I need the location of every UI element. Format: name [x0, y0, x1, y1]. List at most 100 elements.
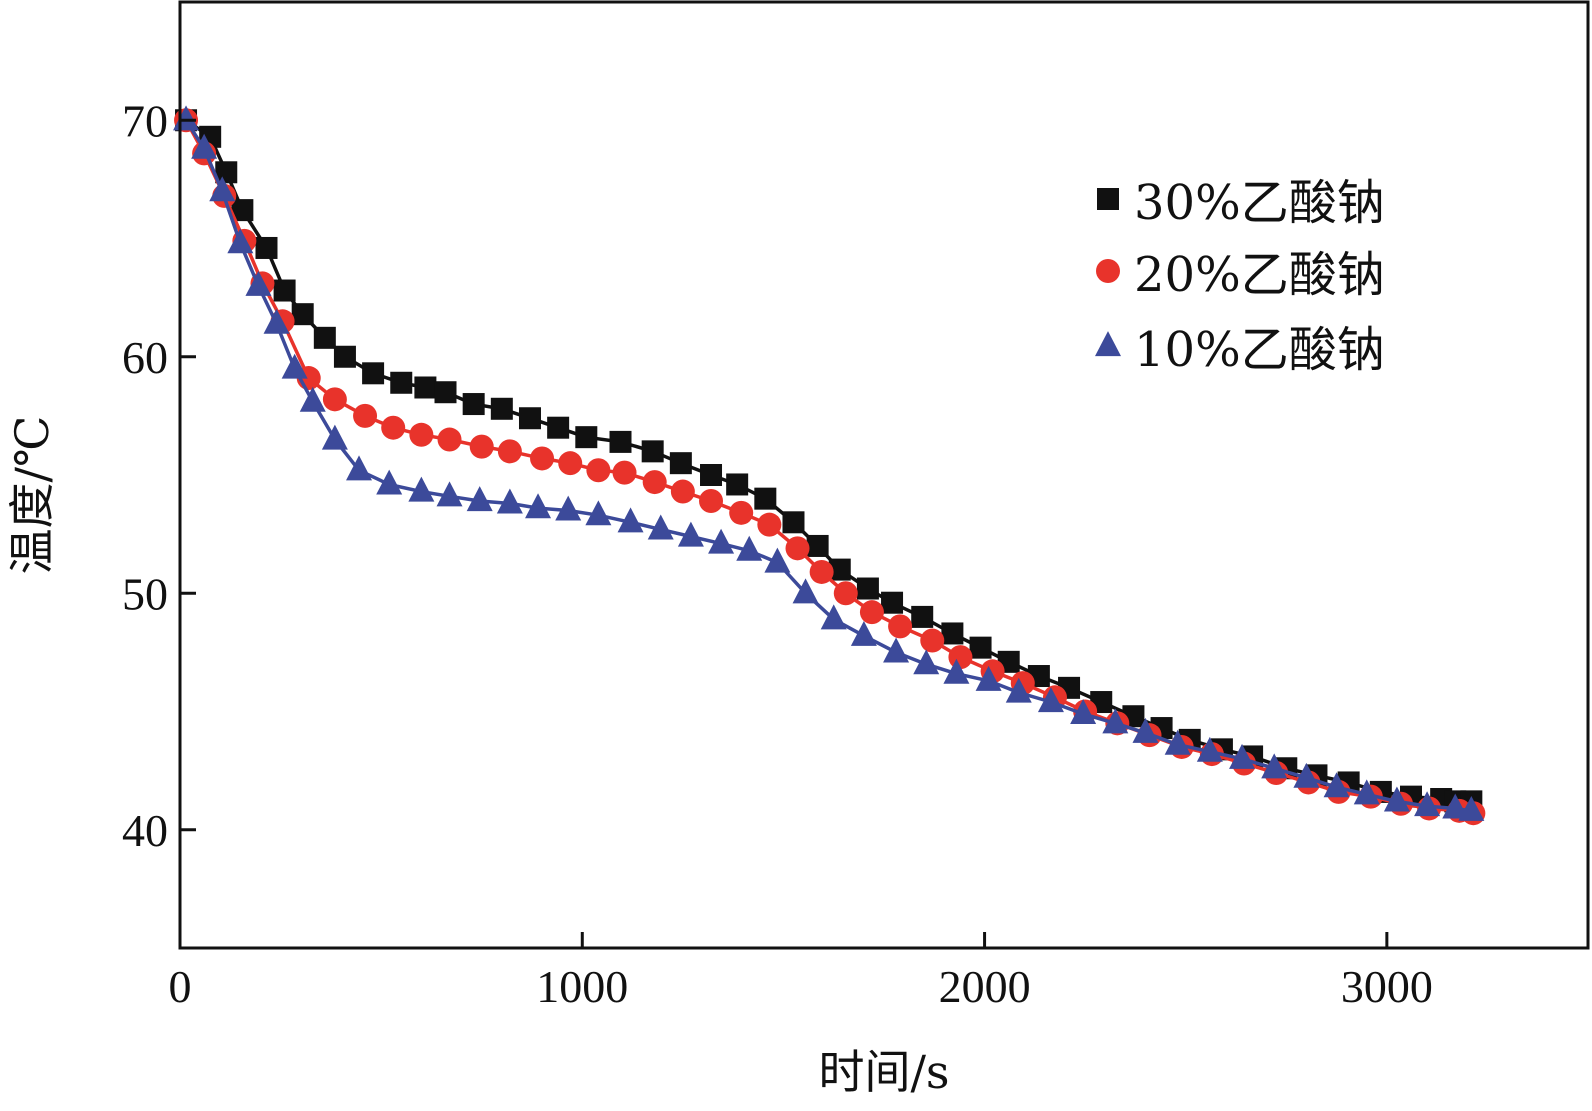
data-point — [1005, 677, 1032, 703]
data-point — [1414, 791, 1441, 817]
y-axis-title: 温度/℃ — [5, 416, 59, 575]
data-point — [525, 493, 552, 519]
data-point — [913, 649, 940, 675]
data-point — [434, 381, 457, 404]
data-point — [1229, 743, 1256, 769]
data-point — [353, 403, 378, 428]
data-point — [677, 521, 704, 547]
data-point — [281, 353, 308, 379]
y-tick-label: 40 — [122, 805, 168, 856]
data-point — [381, 415, 406, 440]
x-tick-label: 2000 — [939, 961, 1031, 1012]
data-point — [948, 645, 973, 670]
data-point — [585, 500, 612, 526]
data-point — [785, 536, 810, 561]
data-point — [1383, 786, 1410, 812]
legend-marker — [1095, 331, 1121, 357]
data-point — [1442, 793, 1469, 819]
data-point — [245, 270, 272, 296]
data-point — [1293, 762, 1320, 788]
x-tick-label: 0 — [169, 961, 192, 1012]
data-point — [376, 469, 403, 495]
data-point — [881, 591, 904, 614]
data-point — [820, 604, 847, 630]
data-point — [586, 458, 611, 483]
data-point — [609, 430, 632, 453]
legend-item: 10%乙酸钠 — [1095, 322, 1385, 378]
data-point — [346, 455, 373, 481]
data-point — [255, 236, 278, 259]
data-point — [409, 422, 434, 447]
data-point — [273, 279, 296, 302]
data-point — [227, 228, 254, 254]
data-point — [699, 489, 724, 514]
data-point — [647, 514, 674, 540]
data-point — [833, 581, 858, 606]
legend-item: 20%乙酸钠 — [1096, 247, 1385, 303]
y-tick-label: 50 — [122, 568, 168, 619]
data-point — [757, 512, 782, 537]
data-point — [911, 605, 934, 628]
data-point — [726, 473, 749, 496]
data-point — [708, 528, 735, 554]
data-point — [975, 665, 1002, 691]
data-point — [466, 486, 493, 512]
data-point — [850, 620, 877, 646]
legend: 30%乙酸钠 20%乙酸钠 10%乙酸钠 — [1095, 175, 1385, 378]
data-point — [263, 308, 290, 334]
data-point — [888, 614, 913, 639]
data-point — [322, 387, 347, 412]
x-tick-label: 1000 — [536, 961, 628, 1012]
data-point — [859, 600, 884, 625]
data-point — [291, 303, 314, 326]
data-point — [215, 161, 238, 184]
legend-marker — [1096, 259, 1120, 283]
data-point — [1102, 708, 1129, 734]
data-point — [1132, 717, 1159, 743]
data-point — [469, 434, 494, 459]
data-point — [1070, 698, 1097, 724]
data-point — [809, 559, 834, 584]
data-point — [575, 426, 598, 449]
data-point — [191, 133, 218, 159]
data-point — [1353, 779, 1380, 805]
data-point — [670, 479, 695, 504]
data-point — [617, 507, 644, 533]
data-point — [1037, 687, 1064, 713]
data-point — [941, 622, 964, 645]
data-point — [333, 345, 356, 368]
x-tick-label: 3000 — [1341, 961, 1433, 1012]
data-point — [437, 427, 462, 452]
data-point — [1164, 729, 1191, 755]
data-point — [642, 470, 667, 495]
x-axis-title: 时间/s — [818, 1045, 949, 1099]
data-point — [792, 578, 819, 604]
data-point — [828, 558, 851, 581]
data-point — [299, 386, 326, 412]
data-point — [490, 397, 513, 420]
data-point — [518, 407, 541, 430]
legend-label: 10%乙酸钠 — [1134, 322, 1385, 378]
data-point — [497, 439, 522, 464]
data-point — [641, 440, 664, 463]
data-point — [754, 487, 777, 510]
data-point — [1261, 753, 1288, 779]
data-point — [558, 451, 583, 476]
data-point — [313, 326, 336, 349]
series-3 — [173, 105, 1485, 821]
legend-label: 30%乙酸钠 — [1134, 175, 1385, 231]
data-point — [764, 547, 791, 573]
data-point — [462, 393, 485, 416]
series-layer — [173, 105, 1486, 826]
data-point — [729, 500, 754, 525]
data-point — [1458, 795, 1485, 821]
data-point — [436, 481, 463, 507]
data-point — [321, 424, 348, 450]
legend-marker — [1097, 188, 1119, 210]
data-point — [700, 464, 723, 486]
data-point — [547, 416, 570, 439]
legend-label: 20%乙酸钠 — [1134, 247, 1385, 303]
legend-item: 30%乙酸钠 — [1097, 175, 1385, 231]
data-point — [920, 628, 945, 653]
